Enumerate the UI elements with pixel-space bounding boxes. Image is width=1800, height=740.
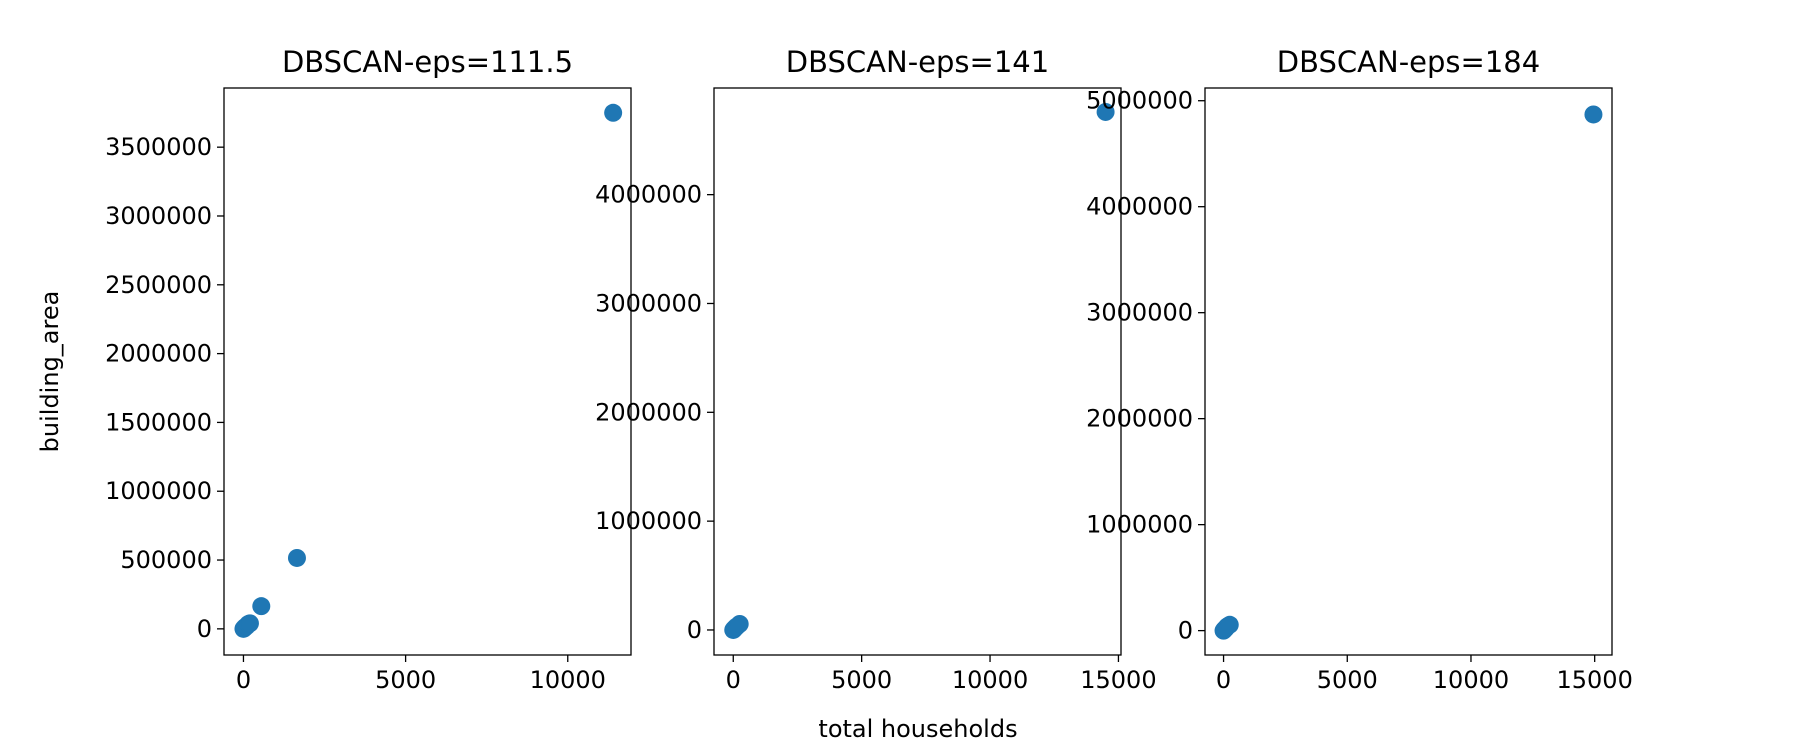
x-tick-label: 5000 [1317,666,1378,694]
x-tick-label: 10000 [1433,666,1509,694]
y-tick-label: 500000 [120,546,212,574]
plot-frame [1204,87,1613,656]
y-tick-label: 0 [687,616,702,644]
subplot-3: DBSCAN-eps=184 0 5000 10000 15000 0 1000000 200… [1086,45,1633,694]
chart-title: DBSCAN-eps=184 [1277,45,1540,79]
x-tick-label: 0 [236,666,251,694]
x-tick-label: 15000 [1557,666,1633,694]
x-tick-label: 0 [726,666,741,694]
data-point [1220,615,1239,634]
x-tick-label: 5000 [831,666,892,694]
y-tick-label: 3000000 [1086,299,1193,327]
x-tick-label: 15000 [1080,666,1156,694]
x-tick-label: 0 [1216,666,1231,694]
y-tick-label: 2000000 [105,340,212,368]
data-point [252,597,271,616]
subplot-2: DBSCAN-eps=141 0 5000 10000 15000 0 1000000 200… [595,45,1157,694]
data-point [604,103,623,122]
y-tick-label: 4000000 [595,181,702,209]
data-point [287,548,306,567]
y-tick-label: 0 [1178,617,1193,645]
y-tick-label: 1000000 [595,507,702,535]
y-tick-label: 1500000 [105,408,212,436]
y-tick-label: 5000000 [1086,87,1193,115]
y-tick-label: 2500000 [105,271,212,299]
y-tick-label: 3500000 [105,133,212,161]
chart-title: DBSCAN-eps=111.5 [282,45,573,79]
data-point [730,614,749,633]
y-tick-label: 4000000 [1086,193,1193,221]
y-tick-label: 1000000 [105,477,212,505]
data-point [240,614,259,633]
y-tick-label: 0 [197,615,212,643]
subplot-1: DBSCAN-eps=111.5 0 5000 10000 0 500000 1000000… [36,45,632,694]
y-tick-label: 2000000 [595,398,702,426]
shared-x-axis-label: total households [818,715,1017,740]
x-tick-label: 10000 [952,666,1028,694]
y-axis-label: building_area [36,291,64,453]
data-point [1096,102,1115,121]
subplots: DBSCAN-eps=111.50 5000 1000005000001000000… [36,45,1633,694]
plot-frame [223,87,632,656]
x-tick-label: 5000 [375,666,436,694]
plot-frame [713,87,1122,656]
y-tick-label: 3000000 [595,289,702,317]
x-tick-label: 10000 [530,666,606,694]
y-tick-label: 2000000 [1086,405,1193,433]
y-tick-label: 3000000 [105,202,212,230]
y-tick-label: 1000000 [1086,511,1193,539]
data-point [1584,105,1603,124]
chart-title: DBSCAN-eps=141 [786,45,1049,79]
